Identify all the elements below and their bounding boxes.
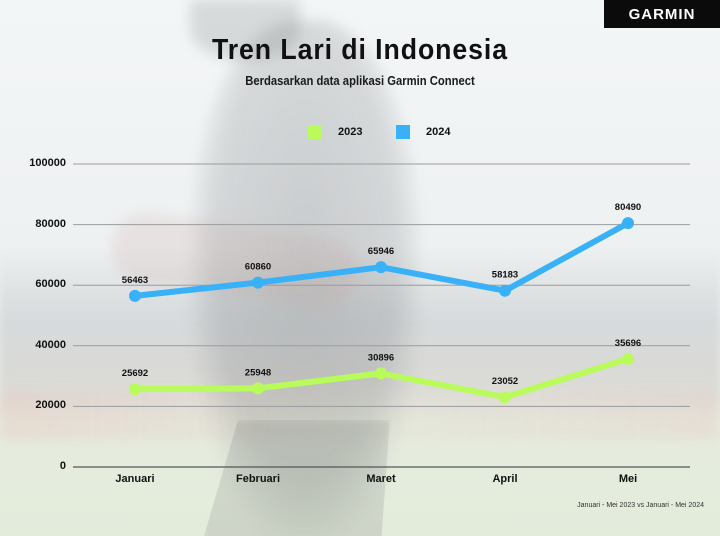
legend-swatch-2024 bbox=[396, 125, 410, 139]
runner-silhouette-head bbox=[190, 0, 300, 60]
garmin-logo: GARMIN bbox=[604, 0, 720, 28]
data-point-2024-maret bbox=[375, 261, 387, 274]
x-tick-maret: Maret bbox=[366, 473, 396, 485]
data-label-2024-maret: 65946 bbox=[368, 246, 394, 257]
track-banner bbox=[0, 390, 720, 440]
data-point-2023-februari bbox=[252, 382, 264, 395]
y-tick-100000: 100000 bbox=[29, 157, 66, 169]
data-point-2024-april bbox=[499, 284, 511, 297]
data-label-2023-maret: 30896 bbox=[368, 352, 394, 363]
legend-swatch-2023 bbox=[308, 125, 322, 139]
stadium-stands bbox=[0, 250, 720, 420]
gridlines bbox=[73, 163, 690, 468]
chart-footnote: Januari - Mei 2023 vs Januari - Mei 2024 bbox=[577, 502, 704, 509]
x-tick-februari: Februari bbox=[235, 473, 280, 485]
data-label-2024-april: 58183 bbox=[492, 270, 518, 281]
chart-title: Tren Lari di Indonesia bbox=[211, 34, 508, 66]
y-tick-60000: 60000 bbox=[35, 278, 66, 290]
garmin-logo-text: GARMIN bbox=[628, 5, 696, 23]
data-point-2023-januari bbox=[129, 383, 141, 396]
data-point-2024-januari bbox=[129, 289, 141, 302]
data-label-2023-februari: 25948 bbox=[245, 367, 271, 378]
data-label-2024-januari: 56463 bbox=[122, 275, 148, 286]
legend-label-2023: 2023 bbox=[338, 126, 363, 138]
x-tick-april: April bbox=[492, 473, 518, 485]
data-labels-layer: 25692 25948 30896 23052 35696 56463 60860 65946… bbox=[122, 202, 641, 387]
data-label-2024-mei: 80490 bbox=[615, 202, 641, 213]
legend-label-2024: 2024 bbox=[426, 126, 451, 138]
data-point-2023-mei bbox=[622, 352, 634, 365]
data-label-2024-februari: 60860 bbox=[245, 262, 271, 273]
legend-item-2023: 2023 bbox=[308, 125, 362, 139]
chart-legend: 2023 2024 bbox=[0, 125, 720, 145]
data-label-2023-mei: 35696 bbox=[615, 338, 641, 349]
x-tick-mei: Mei bbox=[618, 473, 638, 485]
y-tick-80000: 80000 bbox=[35, 218, 66, 230]
data-point-2023-maret bbox=[375, 367, 387, 380]
y-tick-0: 0 bbox=[59, 460, 66, 472]
legend-item-2024: 2024 bbox=[396, 125, 450, 139]
y-tick-40000: 40000 bbox=[35, 339, 66, 351]
data-label-2023-januari: 25692 bbox=[122, 368, 148, 379]
y-tick-20000: 20000 bbox=[35, 399, 66, 411]
x-tick-januari: Januari bbox=[115, 473, 155, 485]
data-label-2023-april: 23052 bbox=[492, 376, 518, 387]
series-layer bbox=[129, 217, 634, 404]
data-point-2023-april bbox=[499, 391, 511, 404]
data-point-2024-mei bbox=[622, 217, 634, 230]
chart-subtitle: Berdasarkan data aplikasi Garmin Connect bbox=[245, 74, 475, 88]
data-point-2024-februari bbox=[252, 276, 264, 289]
